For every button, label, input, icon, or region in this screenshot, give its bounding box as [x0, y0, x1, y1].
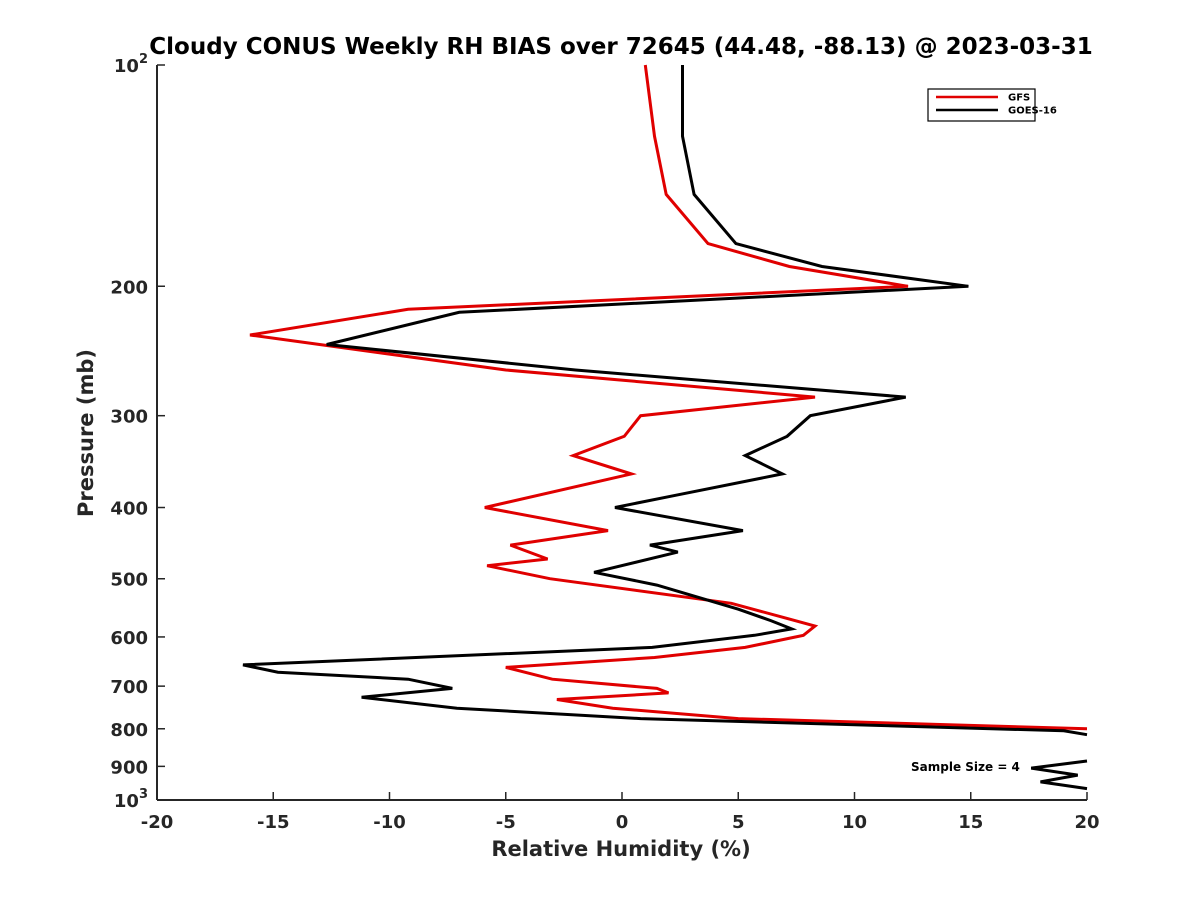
y-tick-label: 700 [110, 677, 148, 698]
y-tick-label: 300 [110, 407, 148, 428]
x-tick-label: 15 [958, 812, 983, 833]
x-tick-label: -20 [141, 812, 174, 833]
legend: GFS GOES-16 [927, 88, 1057, 122]
y-tick-label: 500 [110, 570, 148, 591]
legend-label: GFS [1008, 93, 1030, 104]
axis-ticks: -20 -15 -10 -5 0 5 10 15 20 102 200 300 400 500 600 700… [110, 52, 1099, 833]
x-tick-label: 10 [842, 812, 867, 833]
y-tick-label: 900 [110, 757, 148, 778]
legend-box [927, 88, 1036, 122]
y-tick-label: 600 [110, 628, 148, 649]
sample-size-annotation: Sample Size = 4 [911, 760, 1020, 774]
y-tick-label: 400 [110, 499, 148, 520]
x-axis-label: Relative Humidity (%) [491, 837, 750, 861]
x-tick-label: 20 [1074, 812, 1099, 833]
series-line-goes-16 [242, 65, 1088, 737]
y-tick-label: 800 [110, 720, 148, 741]
series-lines [242, 64, 1088, 791]
x-tick-label: -10 [373, 812, 406, 833]
y-tick-label: 103 [114, 787, 148, 812]
series-line-gfs [249, 64, 1088, 731]
x-tick-label: 5 [732, 812, 745, 833]
x-tick-label: -15 [257, 812, 290, 833]
y-tick-label: 200 [110, 277, 148, 298]
y-axis-label: Pressure (mb) [74, 349, 98, 517]
x-tick-label: 0 [616, 812, 629, 833]
legend-label: GOES-16 [1008, 106, 1057, 117]
chart-title: Cloudy CONUS Weekly RH BIAS over 72645 (… [149, 34, 1092, 60]
y-tick-label: 102 [114, 52, 148, 77]
series-line-extra-2 [1030, 759, 1088, 791]
x-tick-label: -5 [496, 812, 516, 833]
